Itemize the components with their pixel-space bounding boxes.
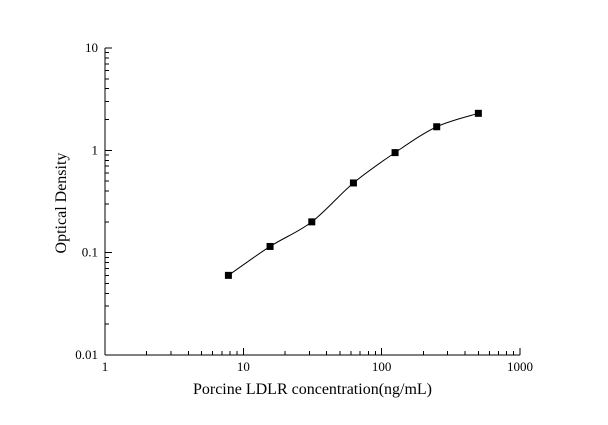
data-point-marker — [308, 218, 316, 226]
x-tick-label: 10 — [237, 359, 250, 374]
data-point-marker — [266, 242, 274, 250]
x-tick-label: 100 — [372, 359, 392, 374]
y-tick-label: 10 — [85, 40, 98, 55]
data-point-marker — [433, 123, 441, 131]
y-tick-label: 0.01 — [75, 347, 98, 362]
data-point-marker — [474, 109, 482, 117]
y-axis-title: Optical Density — [53, 152, 70, 254]
x-tick-label: 1 — [102, 359, 109, 374]
fit-curve — [228, 112, 479, 276]
data-point-marker — [349, 179, 357, 187]
x-tick-label: 1000 — [507, 359, 533, 374]
y-tick-label: 1 — [92, 142, 99, 157]
data-point-marker — [224, 271, 232, 279]
x-axis-title: Porcine LDLR concentration(ng/mL) — [192, 381, 433, 398]
data-point-marker — [391, 149, 399, 157]
y-tick-label: 0.1 — [82, 245, 98, 260]
